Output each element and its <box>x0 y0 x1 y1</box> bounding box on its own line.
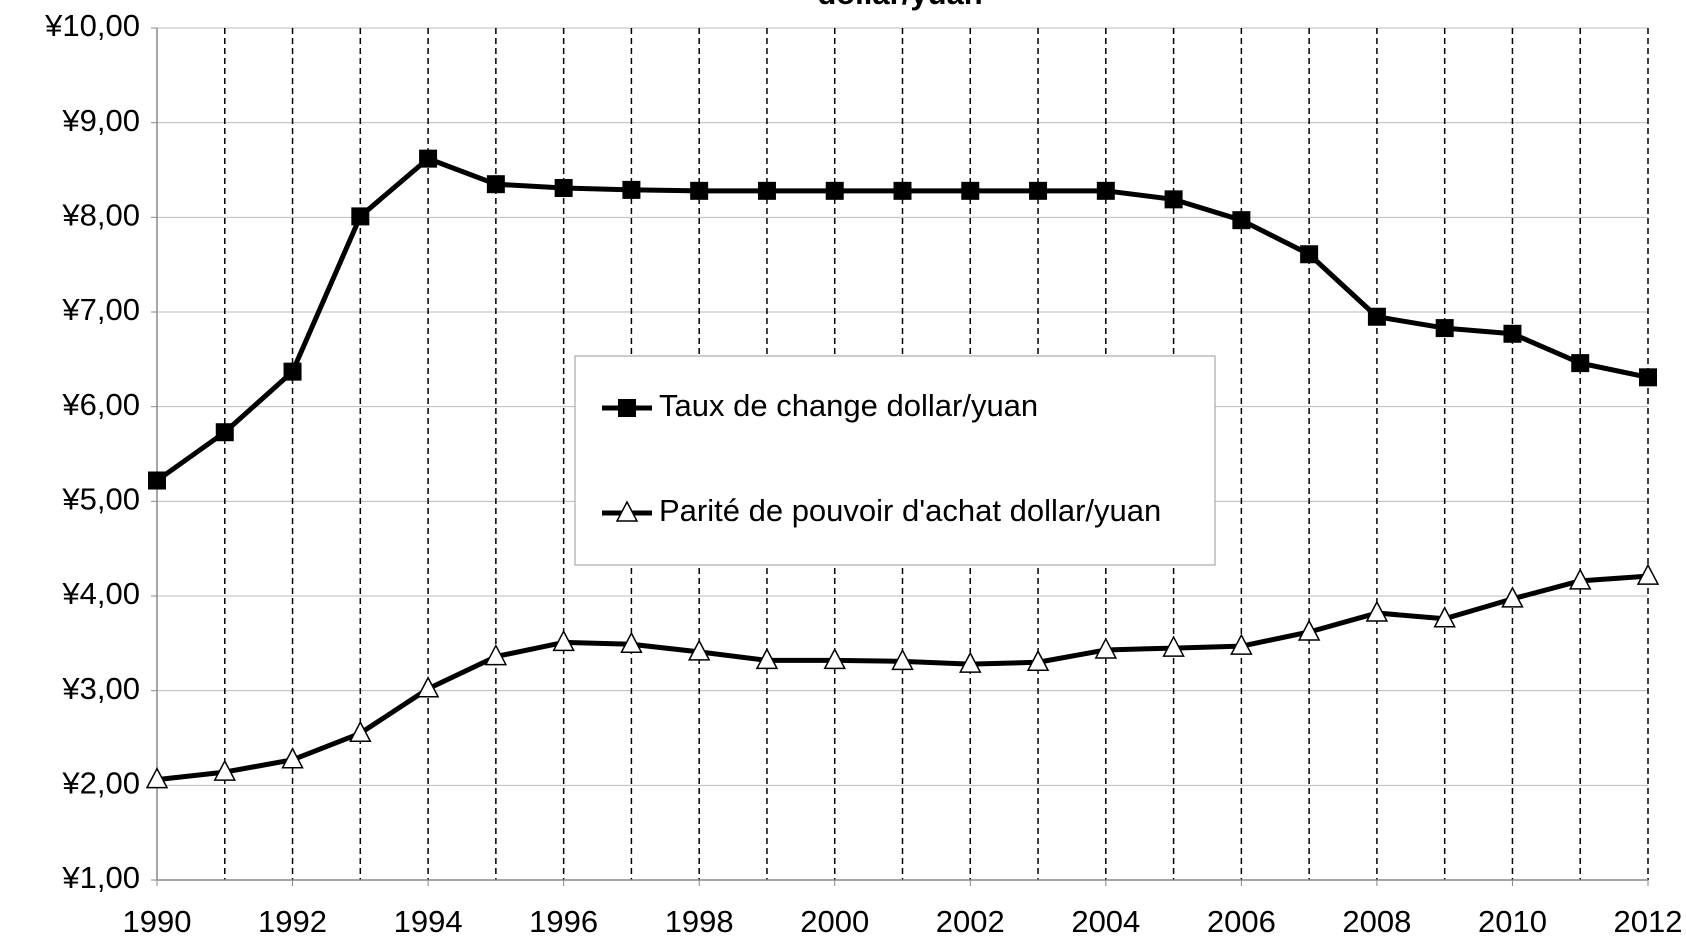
x-tick-label: 2006 <box>1207 904 1276 936</box>
marker <box>1568 568 1592 590</box>
marker <box>213 759 237 781</box>
marker <box>554 178 573 197</box>
chart-title: dollar/yuan <box>817 0 982 11</box>
marker <box>1639 368 1657 387</box>
marker <box>690 181 709 200</box>
marker <box>215 423 234 442</box>
marker <box>757 181 776 200</box>
marker <box>1029 181 1048 200</box>
marker <box>893 181 912 200</box>
marker <box>620 631 643 654</box>
marker <box>959 651 982 673</box>
y-tick-label: ¥8,00 <box>61 198 140 233</box>
marker <box>1230 633 1253 655</box>
marker <box>687 639 711 661</box>
marker <box>961 181 980 200</box>
marker <box>1094 637 1118 659</box>
legend-label: Parité de pouvoir d'achat dollar/yuan <box>659 493 1161 528</box>
y-tick-label: ¥2,00 <box>61 766 140 801</box>
x-tick-label: 2004 <box>1071 904 1140 936</box>
legend-box <box>574 355 1216 566</box>
marker <box>416 676 440 698</box>
marker <box>484 643 508 666</box>
marker <box>1297 619 1321 641</box>
y-tick-label: ¥9,00 <box>61 103 140 138</box>
x-tick-label: 2000 <box>800 904 869 936</box>
marker <box>1503 324 1522 343</box>
marker <box>891 648 914 671</box>
y-tick-label: ¥10,00 <box>44 8 140 43</box>
y-tick-label: ¥3,00 <box>61 671 140 706</box>
marker <box>281 747 304 769</box>
marker <box>552 629 575 652</box>
y-tick-label: ¥6,00 <box>61 387 140 422</box>
y-tick-label: ¥5,00 <box>61 482 140 517</box>
marker <box>148 471 166 490</box>
marker <box>622 180 641 199</box>
marker <box>486 175 505 194</box>
legend-marker <box>618 399 636 417</box>
marker <box>351 207 370 226</box>
y-tick-label: ¥1,00 <box>61 860 140 895</box>
x-tick-label: 2012 <box>1614 904 1683 936</box>
y-tick-label: ¥4,00 <box>61 576 140 611</box>
marker <box>1367 307 1386 326</box>
marker <box>1636 563 1660 585</box>
marker <box>1164 190 1183 209</box>
marker <box>1162 635 1185 657</box>
marker <box>1365 600 1389 622</box>
x-tick-label: 2010 <box>1478 904 1547 936</box>
marker <box>1096 181 1115 200</box>
marker <box>1435 319 1454 338</box>
legend-marker <box>615 500 639 522</box>
marker <box>825 181 844 200</box>
marker <box>283 362 302 381</box>
marker <box>1433 606 1456 628</box>
marker <box>1571 354 1590 373</box>
x-tick-label: 2002 <box>936 904 1005 936</box>
x-tick-label: 2008 <box>1342 904 1411 936</box>
x-tick-label: 1990 <box>123 904 192 936</box>
x-tick-label: 1996 <box>529 904 598 936</box>
x-tick-label: 1994 <box>394 904 463 936</box>
marker <box>1300 245 1319 264</box>
x-tick-label: 1998 <box>665 904 734 936</box>
marker <box>145 767 169 789</box>
marker <box>1026 649 1050 672</box>
legend-label: Taux de change dollar/yuan <box>659 388 1038 423</box>
marker <box>1232 211 1251 230</box>
marker <box>419 149 438 168</box>
marker <box>823 647 846 670</box>
marker <box>1501 586 1524 608</box>
marker <box>755 647 779 670</box>
marker <box>349 720 372 743</box>
x-tick-label: 1992 <box>258 904 327 936</box>
y-tick-label: ¥7,00 <box>61 292 140 327</box>
